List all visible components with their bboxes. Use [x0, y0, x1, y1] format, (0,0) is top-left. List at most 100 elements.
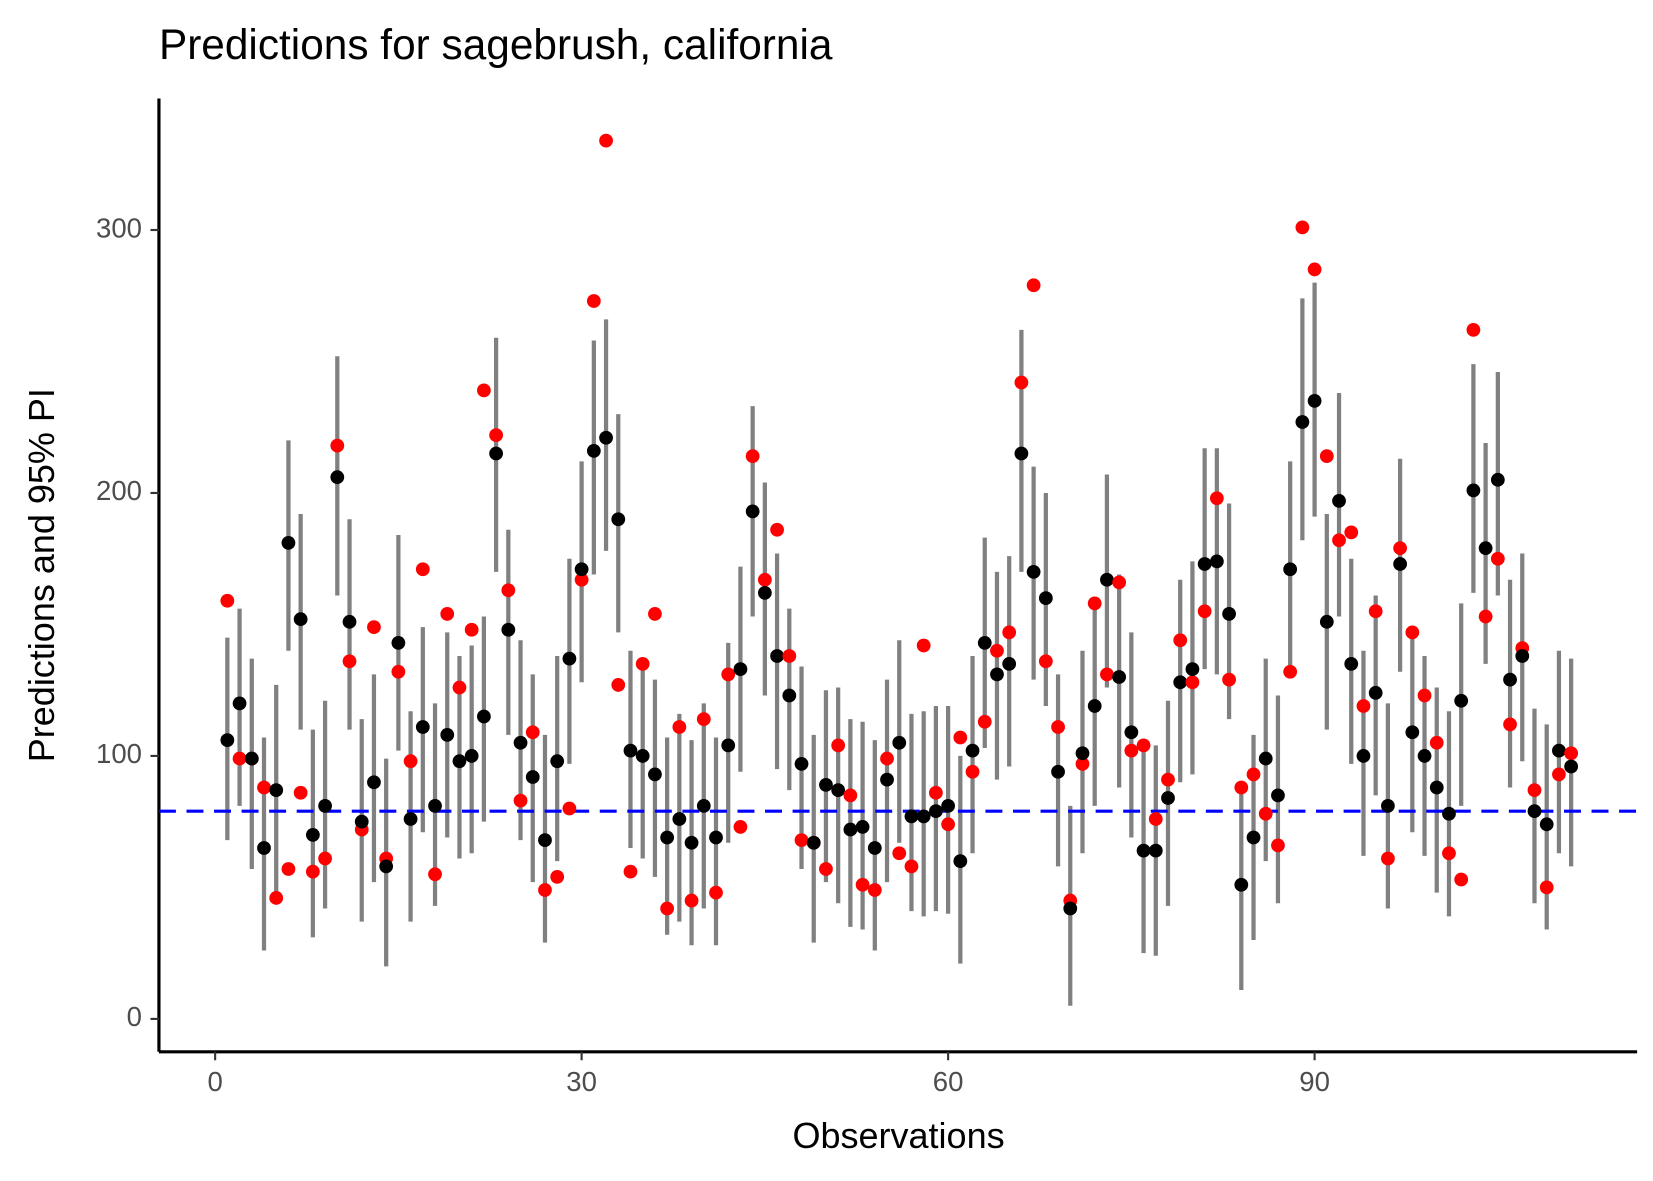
predicted-point — [1148, 843, 1163, 858]
predicted-point — [1393, 557, 1407, 571]
predicted-point — [1087, 699, 1102, 713]
predicted-point — [635, 749, 650, 763]
predicted-point — [1429, 780, 1444, 795]
predicted-point — [867, 841, 882, 855]
observed-point — [464, 622, 479, 637]
predicted-point — [220, 733, 235, 748]
observed-point — [1393, 541, 1407, 556]
y-tick-label: 0 — [127, 1001, 142, 1032]
observed-point — [477, 383, 491, 398]
predicted-point — [977, 635, 992, 650]
observed-point — [220, 593, 235, 608]
observed-point — [305, 864, 320, 879]
observed-point — [696, 712, 711, 727]
observed-point — [281, 862, 296, 876]
predicted-point — [1271, 788, 1285, 803]
observed-point — [1478, 609, 1493, 624]
predicted-point — [941, 799, 955, 813]
predicted-point — [513, 735, 528, 750]
observed-point — [782, 649, 797, 663]
observed-point — [635, 657, 650, 671]
observed-point — [1148, 812, 1163, 826]
predicted-point — [318, 799, 332, 813]
predicted-point — [428, 799, 442, 813]
predicted-point — [1368, 685, 1383, 700]
observed-point — [1283, 664, 1298, 679]
observed-point — [415, 562, 430, 577]
observed-point — [684, 893, 699, 908]
predicted-point — [1197, 557, 1212, 571]
predicted-point — [464, 749, 479, 763]
predicted-point — [1234, 877, 1249, 892]
predicted-point — [990, 667, 1004, 682]
observed-point — [1075, 756, 1090, 771]
observed-point — [293, 785, 308, 800]
observed-point — [648, 607, 662, 621]
predicted-point — [562, 651, 577, 666]
observed-point — [1295, 220, 1310, 235]
observed-point — [1405, 625, 1420, 640]
observed-point — [1368, 604, 1383, 619]
predicted-point — [929, 804, 943, 819]
observed-point — [794, 833, 809, 847]
predicted-point — [880, 772, 894, 787]
predicted-point — [855, 820, 870, 834]
y-tick-label: 300 — [96, 212, 142, 243]
predicted-point — [1490, 472, 1505, 487]
observed-point — [1087, 596, 1102, 611]
observed-point — [538, 883, 552, 897]
predicted-point — [1075, 746, 1090, 761]
predicted-point — [1503, 672, 1517, 687]
predicted-point — [538, 833, 552, 847]
predicted-point — [684, 835, 699, 850]
predicted-point — [440, 728, 455, 742]
predicted-point — [770, 649, 784, 663]
predicted-point — [782, 688, 797, 703]
predicted-point — [477, 709, 491, 724]
predicted-point — [1454, 693, 1469, 708]
predicted-point — [293, 612, 308, 627]
observed-point — [232, 751, 247, 766]
observed-point — [1173, 633, 1188, 648]
y-tick-label: 100 — [96, 738, 142, 769]
observed-point — [1417, 688, 1432, 703]
observed-point — [1503, 717, 1517, 732]
observed-point — [440, 607, 455, 621]
observed-point — [1258, 806, 1273, 821]
predicted-point — [1564, 759, 1579, 774]
predicted-point — [232, 696, 247, 711]
y-tick-label: 200 — [96, 475, 142, 506]
predicted-point — [1405, 725, 1420, 740]
predicted-point — [305, 827, 320, 842]
predicted-point — [1136, 843, 1151, 858]
observed-point — [513, 793, 528, 808]
predicted-point — [709, 830, 723, 845]
observed-point — [1197, 604, 1212, 619]
observed-point — [1539, 880, 1554, 895]
y-axis-title: Predictions and 95% PI — [21, 388, 62, 762]
observed-point — [318, 851, 332, 866]
observed-point — [330, 438, 345, 453]
predicted-point — [819, 777, 833, 792]
observed-point — [1185, 675, 1200, 690]
predicted-point — [1344, 657, 1359, 671]
predicted-point — [501, 622, 516, 637]
observed-point — [574, 572, 589, 587]
predicted-point — [953, 854, 968, 869]
observed-point — [916, 638, 931, 653]
observed-point — [831, 738, 846, 753]
observed-point — [953, 730, 968, 745]
predicted-point — [1417, 749, 1432, 763]
predicted-point — [916, 809, 931, 824]
predicted-point — [1014, 446, 1029, 461]
observed-point — [880, 751, 894, 766]
observed-point — [941, 817, 955, 832]
observed-point — [1100, 667, 1114, 682]
observed-point — [1136, 738, 1151, 753]
observed-point — [562, 801, 577, 816]
predicted-point — [1002, 657, 1017, 671]
x-axis-title: Observations — [792, 1115, 1004, 1156]
observed-point — [1356, 699, 1371, 713]
predicted-point — [550, 754, 565, 769]
predicted-point — [330, 470, 345, 485]
